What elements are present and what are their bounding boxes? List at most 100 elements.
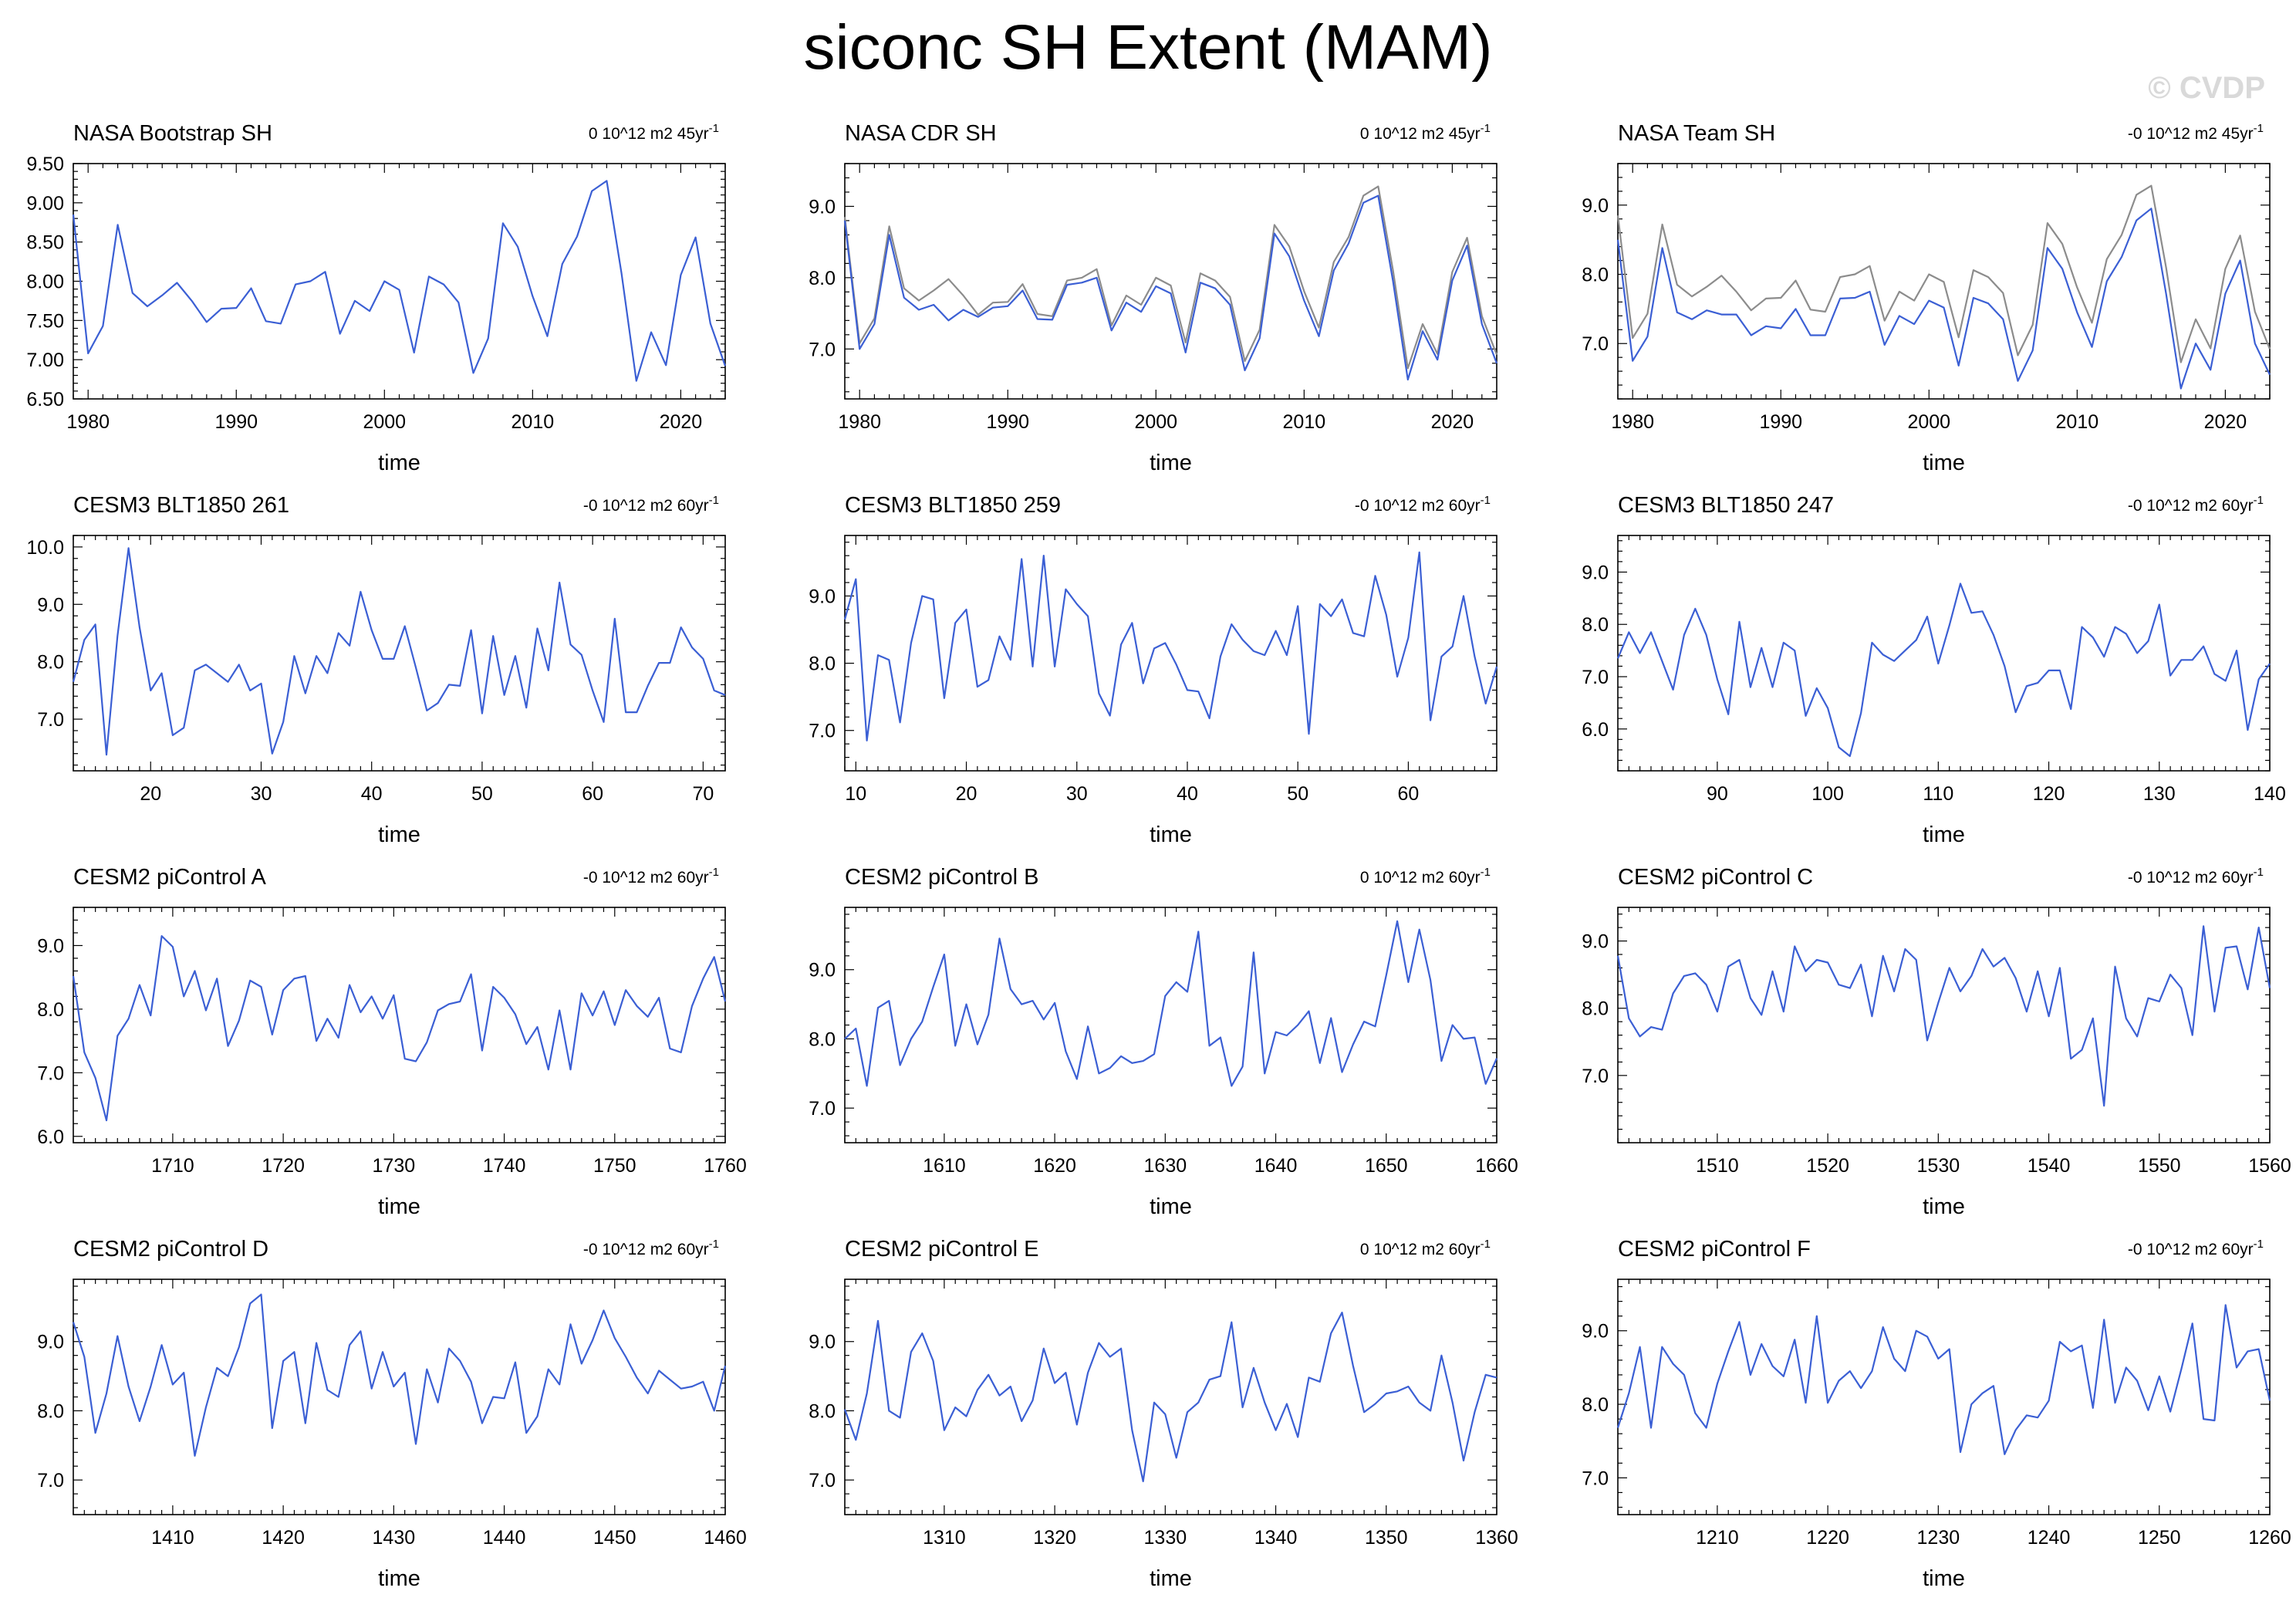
x-tick-label: 1610 <box>923 1155 966 1177</box>
panel-title: CESM2 piControl F <box>1618 1237 1811 1262</box>
plot-frame <box>844 163 1497 400</box>
chart-panel-12: 1210 1220 1230 1240 1250 1260 7.0 8.0 9.0 CESM2 p… <box>1582 1237 2291 1591</box>
plot-frame <box>73 163 726 400</box>
trend-exponent: -1 <box>709 122 719 135</box>
trend-exponent: -1 <box>709 1238 719 1251</box>
trend-exponent: -1 <box>1481 122 1491 135</box>
x-tick-label: 1260 <box>2248 1527 2291 1549</box>
series-line <box>843 551 1498 741</box>
x-tick-label: 1210 <box>1696 1527 1739 1549</box>
panel-title: CESM2 piControl B <box>845 865 1038 890</box>
x-tick-label: 1710 <box>151 1155 194 1177</box>
y-tick-label: 8.00 <box>26 272 64 293</box>
x-tick-label: 1440 <box>483 1527 526 1549</box>
trend-exponent: -1 <box>2254 866 2264 879</box>
x-tick-label: 1320 <box>1033 1527 1076 1549</box>
chart-panel-7: 1710 1720 1730 1740 1750 1760 6.0 7.0 8.0 9.0 CESM… <box>37 865 747 1219</box>
x-tick-label: 1530 <box>1917 1155 1960 1177</box>
x-tick-label: 1980 <box>838 411 881 433</box>
series-line <box>1616 1304 2271 1455</box>
trend-value: 0 10^12 m2 45yr <box>1360 125 1481 143</box>
plot-frame <box>1617 535 2271 772</box>
x-tick-label: 1340 <box>1254 1527 1298 1549</box>
y-tick-label: 6.50 <box>26 389 64 410</box>
plot-frame <box>73 1279 726 1515</box>
panel-title: NASA CDR SH <box>845 121 997 146</box>
x-tick-label: 1990 <box>214 411 258 433</box>
trend-label: 0 10^12 m2 60yr-1 <box>1360 866 1491 887</box>
y-tick-label: 8.0 <box>1582 1394 1609 1416</box>
trend-label: 0 10^12 m2 60yr-1 <box>1360 1238 1491 1258</box>
y-tick-label: 8.0 <box>1582 998 1609 1020</box>
trend-value: -0 10^12 m2 60yr <box>2128 869 2254 887</box>
series-line <box>843 1311 1497 1483</box>
x-tick-label: 40 <box>1177 783 1198 805</box>
x-tick-label: 1550 <box>2138 1155 2181 1177</box>
x-tick-label: 60 <box>1398 783 1420 805</box>
plot-frame <box>1617 907 2271 1143</box>
y-tick-label: 7.0 <box>1582 333 1609 355</box>
x-tick-label: 110 <box>1923 783 1953 805</box>
y-tick-label: 9.0 <box>1582 562 1609 583</box>
x-tick-label: 1620 <box>1033 1155 1076 1177</box>
x-tick-label: 1330 <box>1144 1527 1187 1549</box>
y-tick-label: 7.0 <box>809 339 836 360</box>
trend-value: -0 10^12 m2 60yr <box>583 497 709 515</box>
y-tick-label: 10.0 <box>26 537 64 559</box>
trend-exponent: -1 <box>1481 1238 1491 1251</box>
x-tick-label: 50 <box>1287 783 1308 805</box>
x-tick-label: 2020 <box>660 411 703 433</box>
y-tick-label: 7.0 <box>1582 1468 1609 1489</box>
x-axis-label: time <box>1923 451 1965 475</box>
trend-exponent: -1 <box>1481 494 1491 507</box>
x-tick-label: 1630 <box>1144 1155 1187 1177</box>
x-tick-label: 30 <box>1066 783 1088 805</box>
x-tick-label: 130 <box>2143 783 2176 805</box>
chart-panel-9: 1510 1520 1530 1540 1550 1560 7.0 8.0 9.0 CESM2 p… <box>1582 865 2291 1219</box>
y-tick-label: 8.0 <box>809 268 836 289</box>
y-tick-label: 9.50 <box>26 154 64 175</box>
series-line <box>1616 583 2271 758</box>
trend-value: -0 10^12 m2 60yr <box>583 869 709 887</box>
series-line <box>1616 925 2271 1107</box>
plot-frame <box>844 535 1497 772</box>
trend-label: -0 10^12 m2 60yr-1 <box>2128 866 2264 887</box>
x-axis-label: time <box>378 451 420 475</box>
y-tick-label: 8.0 <box>809 1029 836 1050</box>
trend-label: -0 10^12 m2 60yr-1 <box>583 866 719 887</box>
x-tick-label: 1420 <box>262 1527 305 1549</box>
trend-label: -0 10^12 m2 60yr-1 <box>2128 494 2264 515</box>
trend-value: 0 10^12 m2 45yr <box>589 125 709 143</box>
reference-series-line <box>1616 184 2271 363</box>
reference-series-line <box>843 185 1498 370</box>
plot-frame <box>73 535 726 772</box>
x-axis-label: time <box>1150 1566 1192 1591</box>
y-tick-label: 7.0 <box>37 709 64 731</box>
x-tick-label: 140 <box>2254 783 2286 805</box>
y-tick-label: 8.0 <box>809 654 836 675</box>
panel-title: CESM2 piControl A <box>73 865 266 890</box>
x-tick-label: 1720 <box>262 1155 305 1177</box>
trend-label: -0 10^12 m2 60yr-1 <box>583 1238 719 1258</box>
y-tick-label: 9.0 <box>37 1332 64 1353</box>
y-tick-label: 6.0 <box>1582 719 1609 741</box>
x-tick-label: 30 <box>251 783 272 805</box>
trend-exponent: -1 <box>1481 866 1491 879</box>
y-tick-label: 8.0 <box>37 652 64 674</box>
x-axis-label: time <box>1150 1194 1192 1219</box>
x-tick-label: 1510 <box>1696 1155 1739 1177</box>
trend-value: 0 10^12 m2 60yr <box>1360 1241 1481 1258</box>
x-tick-label: 2000 <box>363 411 406 433</box>
plot-frame <box>73 907 726 1143</box>
x-axis-label: time <box>1923 823 1965 847</box>
chart-panel-4: 20 30 40 50 60 70 7.0 8.0 9.0 10.0 CESM3 BLT1850 2… <box>26 493 726 847</box>
x-tick-label: 40 <box>361 783 383 805</box>
chart-panel-10: 1410 1420 1430 1440 1450 1460 7.0 8.0 9.0 CESM2 p… <box>37 1237 747 1591</box>
y-tick-label: 9.0 <box>1582 931 1609 953</box>
x-tick-label: 1640 <box>1254 1155 1298 1177</box>
trend-value: -0 10^12 m2 45yr <box>2128 125 2254 143</box>
x-tick-label: 1980 <box>66 411 110 433</box>
trend-exponent: -1 <box>2254 1238 2264 1251</box>
y-tick-label: 7.50 <box>26 310 64 332</box>
